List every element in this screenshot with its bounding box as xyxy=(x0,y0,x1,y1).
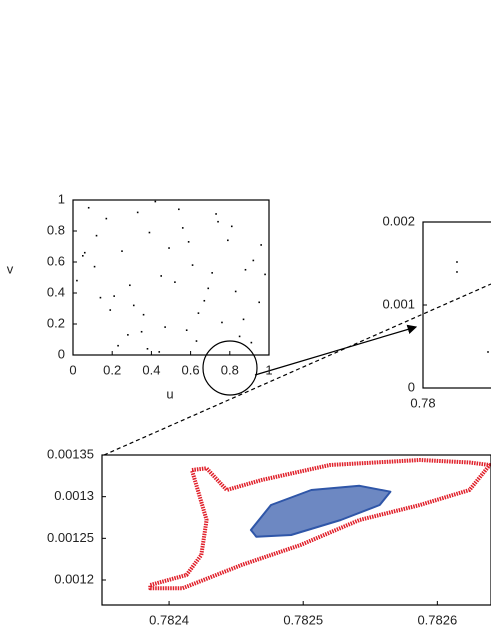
point xyxy=(154,200,157,203)
x-tick-label: 0.4 xyxy=(142,362,160,377)
x-tick-label: 0.6 xyxy=(182,362,200,377)
point xyxy=(456,271,458,273)
point xyxy=(230,225,233,228)
point xyxy=(76,279,78,282)
point xyxy=(217,220,219,223)
point xyxy=(244,268,247,271)
point xyxy=(160,275,162,277)
point xyxy=(148,231,151,234)
point xyxy=(158,351,161,353)
point xyxy=(187,241,190,243)
point xyxy=(456,261,458,263)
point xyxy=(207,287,210,290)
point xyxy=(113,295,115,297)
x-tick-label: 0 xyxy=(69,362,76,377)
point xyxy=(221,321,223,324)
x-tick-label: 0.7825 xyxy=(283,612,323,627)
frame xyxy=(422,221,491,389)
y-tick-label: 0.00135 xyxy=(47,446,94,461)
orbit xyxy=(249,484,392,538)
point xyxy=(238,335,241,338)
y-tick-label: 0.0012 xyxy=(54,571,94,586)
x-tick-label: 0.8 xyxy=(221,362,239,377)
y-tick-label: 0 xyxy=(58,346,65,361)
y-tick-label: 0 xyxy=(408,379,415,394)
y-tick-label: 0.8 xyxy=(47,222,65,237)
point xyxy=(93,265,96,268)
orbit xyxy=(148,458,491,591)
y-tick-label: 0.00125 xyxy=(47,530,94,545)
x-tick-label: 1 xyxy=(265,362,272,377)
point xyxy=(142,313,145,316)
y-tick-label: 0.6 xyxy=(47,253,65,268)
point xyxy=(132,304,135,307)
point xyxy=(487,351,489,353)
x-tick-label: 0.7824 xyxy=(149,612,189,627)
point xyxy=(181,227,184,229)
y-axis-label: v xyxy=(7,261,14,276)
point xyxy=(109,309,112,311)
point xyxy=(121,250,123,252)
y-tick-label: 0.0013 xyxy=(54,488,94,503)
point xyxy=(117,344,119,347)
y-tick-label: 1 xyxy=(58,191,65,206)
point xyxy=(195,340,198,342)
point xyxy=(99,296,102,299)
x-axis-label: u xyxy=(166,386,173,401)
plot-area xyxy=(456,261,489,353)
point xyxy=(250,341,253,344)
point xyxy=(129,284,131,287)
point xyxy=(83,251,86,254)
zoom-arrow xyxy=(254,324,418,376)
point xyxy=(127,334,129,336)
point xyxy=(174,281,176,283)
x-tick-label: 0.78 xyxy=(410,395,435,410)
point xyxy=(146,348,149,350)
point xyxy=(136,211,139,214)
point xyxy=(260,244,262,246)
y-tick-label: 0.4 xyxy=(47,284,65,299)
y-tick-label: 0.001 xyxy=(382,296,415,311)
zoom-dashed-line xyxy=(103,283,491,456)
plot-area xyxy=(76,200,266,353)
point xyxy=(203,299,206,302)
point xyxy=(242,318,245,321)
point xyxy=(234,290,237,293)
point xyxy=(264,273,266,276)
point xyxy=(82,255,84,257)
point xyxy=(258,301,260,304)
point xyxy=(87,206,90,209)
point xyxy=(185,329,188,331)
point xyxy=(164,326,166,328)
point xyxy=(215,213,217,215)
y-tick-label: 0.2 xyxy=(47,315,65,330)
point xyxy=(191,264,194,266)
point xyxy=(252,259,255,262)
point xyxy=(105,217,108,220)
point xyxy=(211,272,213,274)
y-tick-label: 0.002 xyxy=(382,213,415,228)
point xyxy=(178,208,180,211)
x-tick-label: 0.2 xyxy=(103,362,121,377)
point xyxy=(168,247,170,249)
point xyxy=(197,312,200,314)
plot-area xyxy=(148,458,491,591)
point xyxy=(140,330,143,333)
zoom-circle xyxy=(202,340,258,396)
point xyxy=(227,239,229,242)
frame xyxy=(72,199,270,356)
point xyxy=(95,234,98,237)
x-tick-label: 0.7826 xyxy=(417,612,457,627)
frame xyxy=(101,454,491,606)
